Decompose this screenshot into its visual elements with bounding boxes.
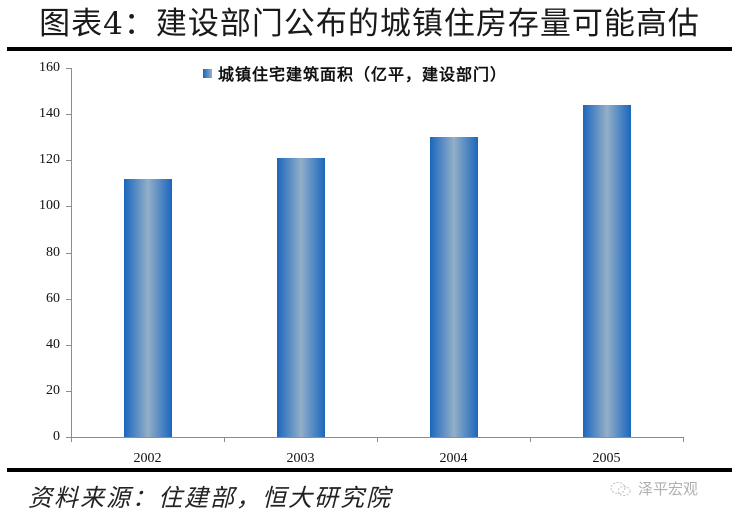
watermark-label: 泽平宏观 (638, 480, 699, 498)
x-tick-label: 2003 (286, 451, 315, 466)
x-tick (224, 437, 225, 442)
top-rule (7, 47, 732, 51)
y-tick (66, 390, 71, 392)
y-tick-label: 80 (46, 244, 60, 260)
legend: 城镇住宅建筑面积（亿平，建设部门） (203, 61, 507, 85)
source-note: 资料来源：住建部，恒大研究院 (28, 484, 392, 512)
y-tick-label: 160 (39, 60, 60, 75)
y-tick (66, 114, 71, 116)
y-tick-label: 100 (39, 198, 60, 214)
y-tick-label: 20 (46, 382, 60, 398)
x-tick (71, 437, 72, 442)
bar-2005 (582, 104, 631, 437)
y-tick-label: 0 (53, 429, 60, 444)
x-tick-label: 2002 (133, 451, 162, 466)
y-tick (66, 206, 71, 208)
y-tick-label: 140 (39, 106, 60, 122)
bar-2003 (276, 157, 325, 437)
watermark: 泽平宏观 (610, 478, 698, 499)
y-tick-label: 40 (46, 336, 60, 352)
y-tick (66, 68, 71, 69)
y-tick (66, 252, 71, 254)
x-tick (683, 437, 684, 442)
wechat-icon (610, 481, 631, 496)
bar-2004 (429, 137, 478, 437)
x-tick (377, 437, 378, 442)
bottom-rule (7, 468, 732, 472)
y-tick (66, 160, 71, 162)
y-tick (66, 298, 71, 300)
legend-swatch-icon (203, 68, 212, 78)
x-tick (530, 437, 531, 442)
legend-label: 城镇住宅建筑面积（亿平，建设部门） (218, 65, 508, 84)
chart-title: 图表4：建设部门公布的城镇住房存量可能高估 (39, 6, 700, 42)
bar-2002 (123, 178, 172, 437)
y-tick (66, 437, 71, 438)
x-tick-label: 2004 (439, 451, 468, 466)
y-axis (71, 68, 72, 437)
y-tick-label: 120 (39, 152, 60, 168)
y-tick (66, 344, 71, 346)
x-tick-label: 2005 (592, 451, 621, 466)
y-tick-label: 60 (46, 290, 60, 306)
